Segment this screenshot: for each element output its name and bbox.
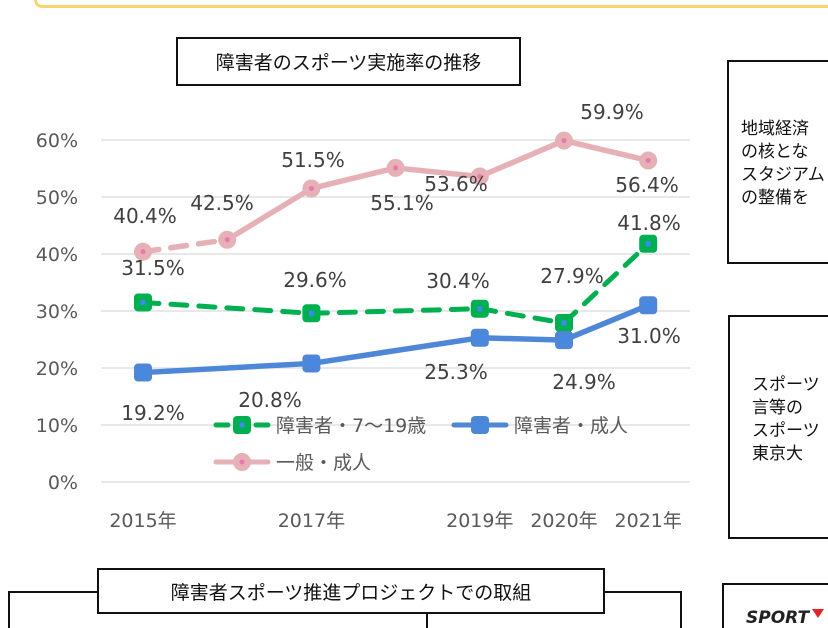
info-line: スポーツ xyxy=(752,375,820,395)
data-label: 31.0% xyxy=(617,324,681,348)
y-tick-label: 20% xyxy=(36,358,78,380)
info-line: スタジアム xyxy=(741,165,825,185)
series-line-segment xyxy=(224,185,315,243)
data-point-marker-dot xyxy=(308,360,314,366)
legend-marker-dot xyxy=(477,422,483,428)
logo-mark-icon xyxy=(812,609,824,618)
data-point-marker-dot xyxy=(477,335,483,341)
series-line-segment xyxy=(140,237,230,255)
legend-label: 障害者・成人 xyxy=(514,415,628,437)
legend-marker-dot xyxy=(239,459,245,465)
data-point-marker-dot xyxy=(140,370,146,376)
data-point-marker-dot xyxy=(308,185,314,191)
y-tick-label: 60% xyxy=(36,130,78,152)
data-point-marker-dot xyxy=(561,138,567,144)
series-line-segment xyxy=(308,335,483,367)
data-label: 42.5% xyxy=(190,191,254,215)
legend-label: 一般・成人 xyxy=(276,452,371,474)
info-line: 東京大 xyxy=(752,444,803,464)
data-point-marker-dot xyxy=(224,237,230,243)
data-point-marker-dot xyxy=(561,320,567,326)
data-label: 29.6% xyxy=(283,268,347,292)
y-tick-label: 50% xyxy=(36,187,78,209)
info-line: スポーツ xyxy=(752,421,820,441)
x-tick-label: 2021年 xyxy=(615,510,682,532)
data-label: 27.9% xyxy=(540,264,604,288)
data-label: 40.4% xyxy=(113,204,177,228)
data-point-marker-dot xyxy=(477,173,483,179)
logo-box xyxy=(722,583,828,628)
series-line-segment xyxy=(140,299,314,316)
legend-label: 障害者・7～19歳 xyxy=(276,415,426,437)
data-point-marker-dot xyxy=(140,249,146,255)
info-box-sports: スポーツ 言等の スポーツ 東京大 xyxy=(728,315,828,539)
data-label: 19.2% xyxy=(121,401,185,425)
data-point-marker-dot xyxy=(308,310,314,316)
y-tick-label: 10% xyxy=(36,415,78,437)
project-title: 障害者スポーツ推進プロジェクトでの取組 xyxy=(97,568,605,614)
data-point-marker-dot xyxy=(477,306,483,312)
series-line-segment xyxy=(477,137,567,180)
series-line-segment xyxy=(140,360,315,376)
project-frame-right xyxy=(604,591,682,628)
x-tick-label: 2020年 xyxy=(530,510,597,532)
series-line-segment xyxy=(561,241,651,326)
data-point-marker-dot xyxy=(140,299,146,305)
series-line-segment xyxy=(561,302,651,343)
data-label: 24.9% xyxy=(552,370,616,394)
info-line: 地域経済 xyxy=(741,119,809,139)
data-label: 30.4% xyxy=(426,269,490,293)
series-line-segment xyxy=(561,137,651,164)
data-label: 41.8% xyxy=(617,211,681,235)
y-tick-label: 0% xyxy=(48,472,78,494)
series-line-segment xyxy=(477,306,567,326)
x-tick-label: 2015年 xyxy=(109,510,176,532)
top-panel-frame xyxy=(34,0,828,8)
series-line-segment xyxy=(308,306,483,316)
data-label: 31.5% xyxy=(121,256,185,280)
data-point-marker-dot xyxy=(561,337,567,343)
data-point-marker-dot xyxy=(645,158,651,164)
data-label: 59.9% xyxy=(580,100,644,124)
data-label: 55.1% xyxy=(370,191,434,215)
x-tick-label: 2017年 xyxy=(278,510,345,532)
y-tick-label: 30% xyxy=(36,301,78,323)
legend-marker-dot xyxy=(239,422,245,428)
data-label: 20.8% xyxy=(238,388,302,412)
y-tick-label: 40% xyxy=(36,244,78,266)
sport-logo: SPORT xyxy=(746,608,810,628)
data-label: 56.4% xyxy=(615,173,679,197)
info-line: 言等の xyxy=(752,398,803,418)
info-box-stadium: 地域経済 の核とな スタジアム の整備を xyxy=(727,60,828,264)
data-point-marker-dot xyxy=(645,241,651,247)
data-point-marker-dot xyxy=(393,165,399,171)
data-label: 25.3% xyxy=(424,360,488,384)
series-line-segment xyxy=(308,165,399,192)
x-tick-label: 2019年 xyxy=(446,510,513,532)
series-line-segment xyxy=(392,165,483,180)
info-line: の核とな xyxy=(741,142,809,162)
data-point-marker-dot xyxy=(645,302,651,308)
chart-title: 障害者のスポーツ実施率の推移 xyxy=(176,37,521,86)
info-line: の整備を xyxy=(741,188,809,208)
series-line-segment xyxy=(477,335,567,343)
data-label: 51.5% xyxy=(281,148,345,172)
data-label: 53.6% xyxy=(424,172,488,196)
